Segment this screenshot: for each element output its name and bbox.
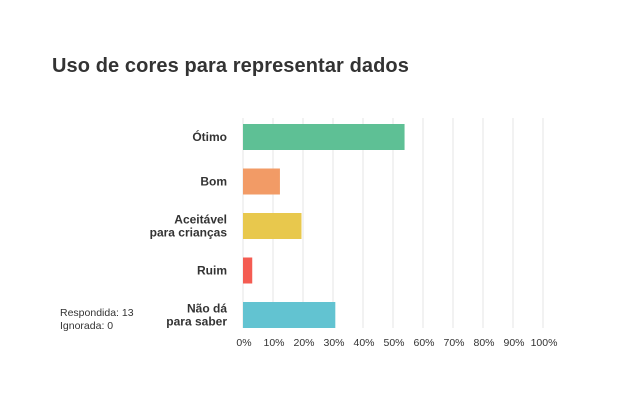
category-label: Não dá para saber	[166, 302, 227, 329]
x-tick-label: 70%	[443, 337, 464, 349]
x-tick-label: 100%	[531, 337, 558, 349]
response-stats: Respondida: 13 Ignorada: 0	[60, 307, 134, 333]
x-tick-label: 90%	[503, 337, 524, 349]
x-tick-label: 0%	[236, 337, 251, 349]
category-label: Ruim	[197, 264, 227, 278]
category-label: Ótimo	[192, 129, 227, 144]
chart-title: Uso de cores para representar dados	[52, 55, 409, 77]
bar	[243, 257, 253, 284]
category-label: Bom	[200, 175, 227, 189]
answered-count: Respondida: 13	[60, 307, 134, 319]
x-tick-label: 40%	[353, 337, 374, 349]
bars	[243, 124, 405, 328]
category-label: Aceitável para crianças	[150, 213, 228, 240]
x-tick-label: 60%	[413, 337, 434, 349]
x-tick-label: 80%	[473, 337, 494, 349]
x-axis-ticks: 0% 10% 20% 30% 40% 50% 60% 70% 80% 90% 100%	[236, 337, 557, 349]
x-tick-label: 10%	[263, 337, 284, 349]
skipped-count: Ignorada: 0	[60, 320, 114, 332]
x-tick-label: 30%	[323, 337, 344, 349]
bar	[243, 168, 280, 195]
bar	[243, 213, 302, 239]
bar	[243, 124, 405, 150]
x-tick-label: 50%	[383, 337, 404, 349]
x-tick-label: 20%	[293, 337, 314, 349]
category-labels: Ótimo Bom Aceitável para crianças Ruim Não dá…	[150, 129, 228, 329]
bar	[243, 302, 336, 328]
